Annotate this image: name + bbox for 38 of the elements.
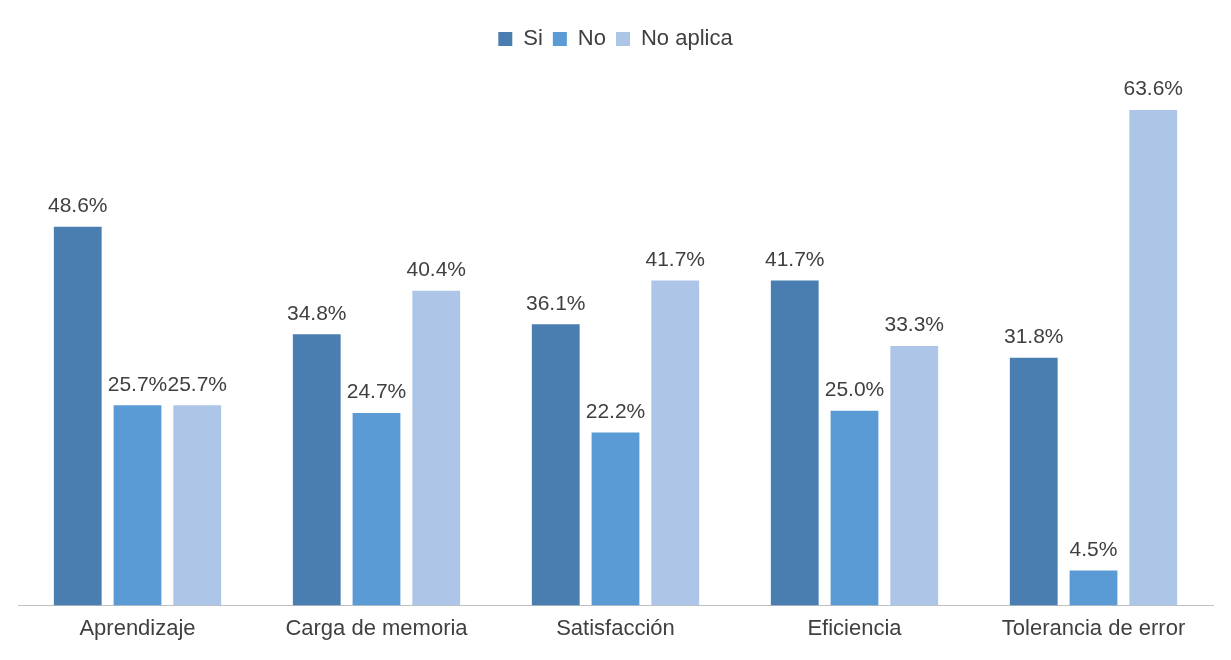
data-label: 25.7% xyxy=(107,371,168,395)
data-label: 4.5% xyxy=(1069,536,1118,560)
x-tick-label: Eficiencia xyxy=(807,614,903,640)
data-label: 40.4% xyxy=(406,257,467,281)
data-label: 48.6% xyxy=(47,193,108,217)
bar xyxy=(830,410,879,606)
x-tick-label: Carga de memoria xyxy=(285,614,469,640)
data-label: 24.7% xyxy=(346,379,407,403)
bar xyxy=(1009,357,1058,606)
data-label: 41.7% xyxy=(645,246,706,270)
bar xyxy=(1129,109,1178,606)
bar xyxy=(173,405,222,606)
data-label: 41.7% xyxy=(764,246,825,270)
data-label: 63.6% xyxy=(1123,76,1184,100)
data-label: 31.8% xyxy=(1003,324,1064,348)
bar xyxy=(651,280,700,606)
bar xyxy=(352,413,401,606)
data-label: 25.0% xyxy=(824,377,885,401)
bar xyxy=(113,405,162,606)
data-label: 33.3% xyxy=(884,312,945,336)
bar xyxy=(770,280,819,606)
legend-label: Si xyxy=(523,25,543,51)
data-label: 25.7% xyxy=(167,371,228,395)
x-tick-label: Aprendizaje xyxy=(79,614,196,640)
bar xyxy=(1069,570,1118,606)
bar xyxy=(591,432,640,606)
bar xyxy=(53,226,102,606)
legend-label: No xyxy=(577,25,606,51)
data-label: 36.1% xyxy=(525,290,586,314)
x-tick-label: Satisfacción xyxy=(556,614,675,640)
bar xyxy=(890,346,939,606)
bar xyxy=(292,334,341,606)
x-tick-label: Tolerancia de error xyxy=(1001,614,1186,640)
data-label: 34.8% xyxy=(286,300,347,324)
legend-label: No aplica xyxy=(640,25,734,51)
bar xyxy=(531,324,580,606)
bar xyxy=(412,290,461,606)
data-label: 22.2% xyxy=(585,398,646,422)
